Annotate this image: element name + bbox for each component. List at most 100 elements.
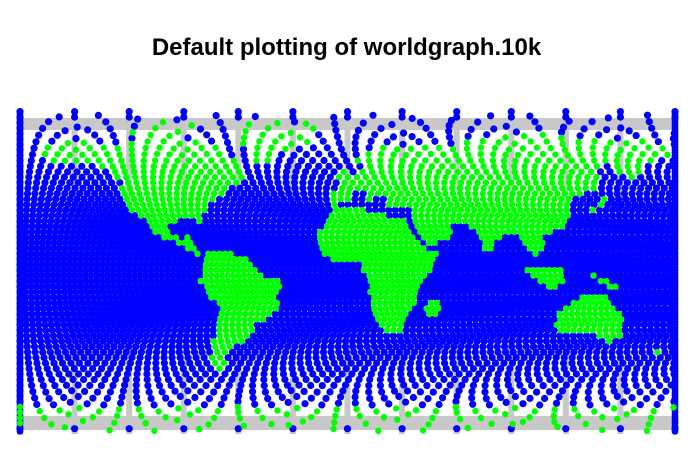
land-point [216,365,223,372]
land-point [481,228,489,236]
land-point [141,179,148,186]
land-point [574,412,582,420]
land-point [240,422,248,429]
ocean-point [320,156,328,165]
land-point [352,206,359,214]
land-point [568,157,575,164]
land-point [56,407,63,414]
ocean-point [598,179,607,187]
ocean-point [33,244,41,252]
ocean-point [187,228,195,236]
land-point [161,206,168,214]
land-point [562,163,570,170]
land-point [159,119,167,126]
ocean-point [310,228,318,236]
ocean-point [68,233,76,241]
land-point [537,195,544,203]
ocean-point [142,261,150,269]
ocean-point [275,184,283,192]
ocean-point [338,266,346,274]
ocean-point [50,239,58,247]
ocean-point [300,239,308,247]
land-point [526,245,533,252]
land-point [376,305,384,312]
land-point [129,129,136,136]
ocean-point [620,250,628,258]
land-point [591,321,598,328]
ocean-point [258,255,266,263]
ocean-point [610,255,618,263]
land-point [471,206,478,214]
ocean-point [97,382,105,390]
ocean-point [365,201,373,209]
land-point [369,245,377,252]
land-point [160,201,167,208]
land-point [387,163,394,170]
ocean-point [611,266,619,274]
ocean-point [654,222,663,230]
land-point [494,190,501,197]
land-point [396,223,403,230]
ocean-point [648,255,657,263]
ocean-point [665,190,673,198]
ocean-point [643,195,651,203]
ocean-point [449,277,457,285]
ocean-point [322,190,330,198]
land-point [216,151,223,158]
land-point [431,310,439,318]
ocean-point [599,255,607,263]
land-point [603,310,611,318]
ocean-point [609,217,618,225]
land-point [410,294,417,301]
ocean-point [234,113,242,121]
ocean-point [147,266,155,274]
ocean-point [104,277,112,285]
ocean-point [221,201,229,209]
ocean-point [609,250,617,258]
ocean-point [175,228,183,236]
land-point [220,359,227,367]
land-point [333,406,340,413]
ocean-point [156,244,164,252]
ocean-point [559,233,567,241]
ocean-point [605,228,613,236]
ocean-point [634,261,642,269]
ocean-point [594,222,602,230]
ocean-point [500,255,508,263]
ocean-point [214,201,222,209]
land-point [408,239,415,246]
ocean-point [94,222,102,230]
ocean-point [603,400,611,408]
ocean-point [665,255,673,263]
ocean-point [206,233,215,241]
ocean-point [196,272,204,280]
land-point [597,310,605,318]
ocean-point [299,184,307,192]
ocean-point [284,272,292,280]
ocean-point [358,201,366,209]
land-point [371,294,378,301]
ocean-point [246,244,254,252]
land-point [214,349,221,356]
ocean-point [87,277,95,285]
land-point [214,256,222,263]
ocean-point [498,250,506,258]
ocean-point [175,277,183,285]
ocean-point [561,239,569,247]
land-point [410,272,417,279]
land-point [205,288,213,296]
land-point [449,179,456,186]
land-point [354,157,361,164]
land-point [264,294,271,301]
ocean-point [92,272,101,280]
ocean-point [158,239,166,247]
ocean-point [25,173,33,181]
ocean-point [288,217,296,225]
ocean-point [606,272,614,280]
land-point [546,190,554,197]
ocean-point [605,233,613,241]
land-point [199,179,207,186]
plot-title: Default plotting of worldgraph.10k [151,34,542,61]
ocean-point [273,266,281,274]
land-point [427,190,434,197]
